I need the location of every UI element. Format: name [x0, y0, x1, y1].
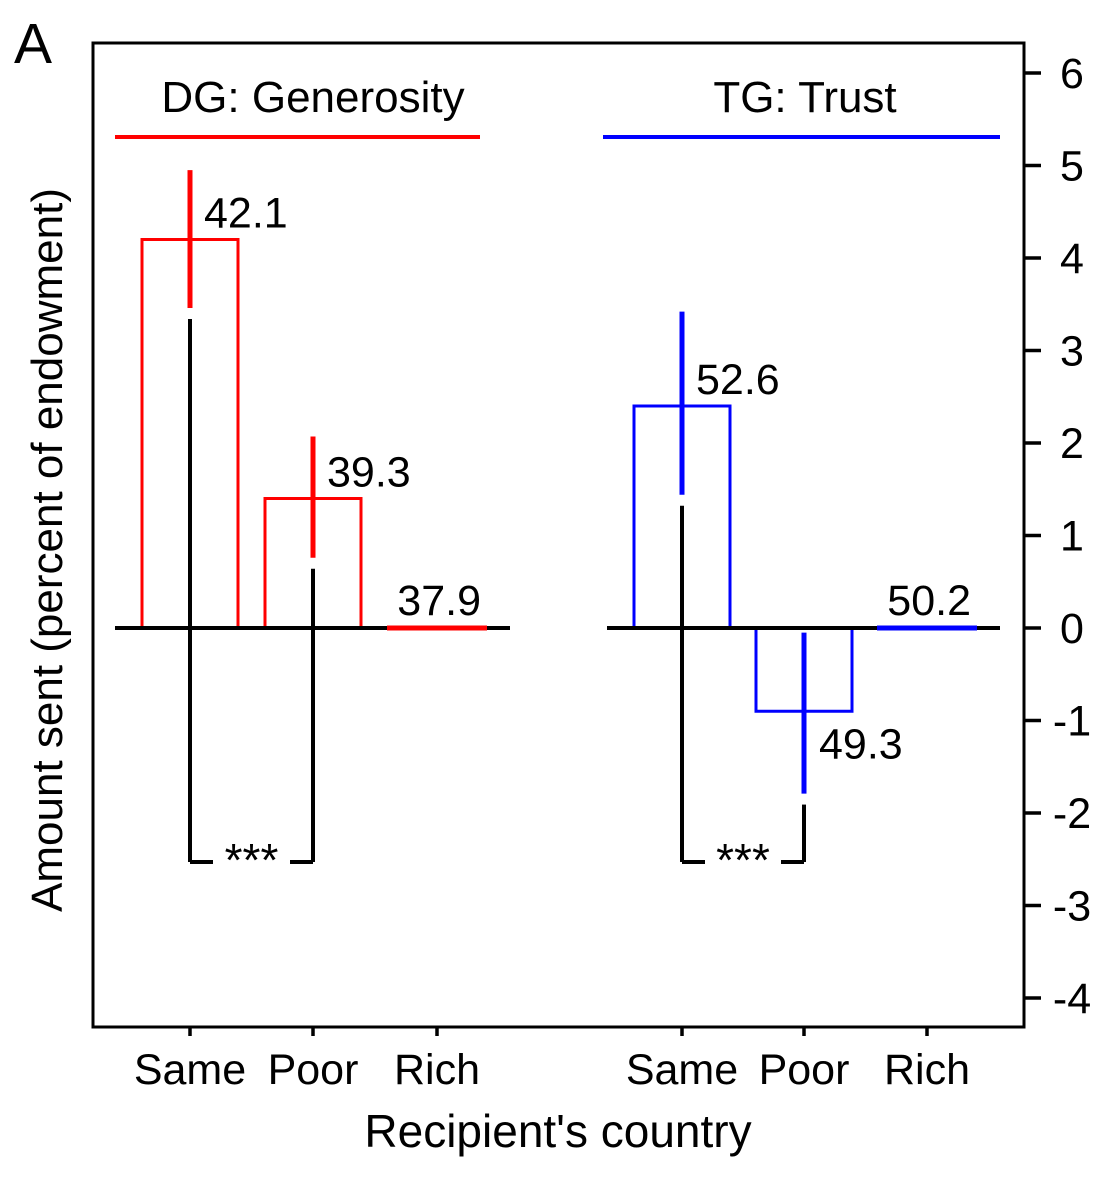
bar-value-label: 37.9 [397, 577, 481, 625]
y-tick-label: -2 [1053, 790, 1091, 838]
bar-value-label: 52.6 [696, 356, 780, 404]
panel-label: A [14, 12, 52, 76]
y-tick-label: -4 [1053, 975, 1091, 1023]
y-axis-label: Amount sent (percent of endowment) [23, 188, 72, 912]
group-title: TG: Trust [713, 73, 896, 122]
bar-value-label: 39.3 [327, 449, 411, 497]
significance-label: *** [716, 834, 770, 886]
category-label: Rich [884, 1046, 970, 1094]
bar-value-label: 50.2 [887, 577, 971, 625]
category-label: Poor [759, 1046, 850, 1094]
bar-value-label: 42.1 [204, 190, 288, 238]
category-label: Same [134, 1046, 246, 1094]
significance-label: *** [225, 834, 279, 886]
category-label: Same [626, 1046, 738, 1094]
group-title: DG: Generosity [161, 73, 464, 122]
y-tick-label: 0 [1060, 605, 1084, 653]
y-tick-label: -1 [1053, 698, 1091, 746]
y-tick-label: 6 [1060, 50, 1084, 98]
y-tick-label: 3 [1060, 328, 1084, 376]
y-tick-label: 4 [1060, 235, 1084, 283]
y-tick-label: 1 [1060, 513, 1084, 561]
y-tick-label: -3 [1053, 883, 1091, 931]
category-label: Rich [394, 1046, 480, 1094]
bar-value-label: 49.3 [819, 720, 903, 768]
y-tick-label: 2 [1060, 420, 1084, 468]
y-tick-label: 5 [1060, 143, 1084, 191]
x-axis-label: Recipient's country [364, 1105, 751, 1157]
category-label: Poor [268, 1046, 359, 1094]
